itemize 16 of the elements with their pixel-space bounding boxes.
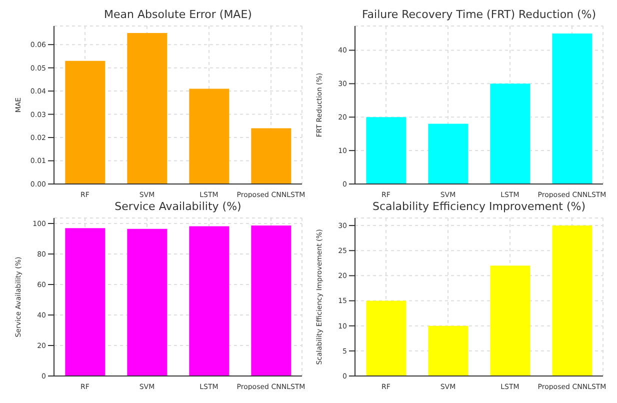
bar [251, 128, 292, 184]
bar [428, 124, 468, 184]
bar [490, 266, 530, 376]
chart-title: Scalability Efficiency Improvement (%) [371, 200, 587, 214]
bar [366, 300, 406, 376]
bar [490, 84, 530, 184]
bar [189, 88, 230, 184]
bar [428, 326, 468, 376]
bar [65, 60, 106, 184]
bar [552, 34, 592, 184]
chart-title: Service Availability (%) [114, 200, 242, 214]
bar [552, 226, 592, 376]
chart-title: Failure Recovery Time (FRT) Reduction (%) [360, 8, 598, 22]
bar [366, 117, 406, 184]
bar [127, 32, 168, 184]
chart-title: Mean Absolute Error (MAE) [103, 8, 253, 22]
